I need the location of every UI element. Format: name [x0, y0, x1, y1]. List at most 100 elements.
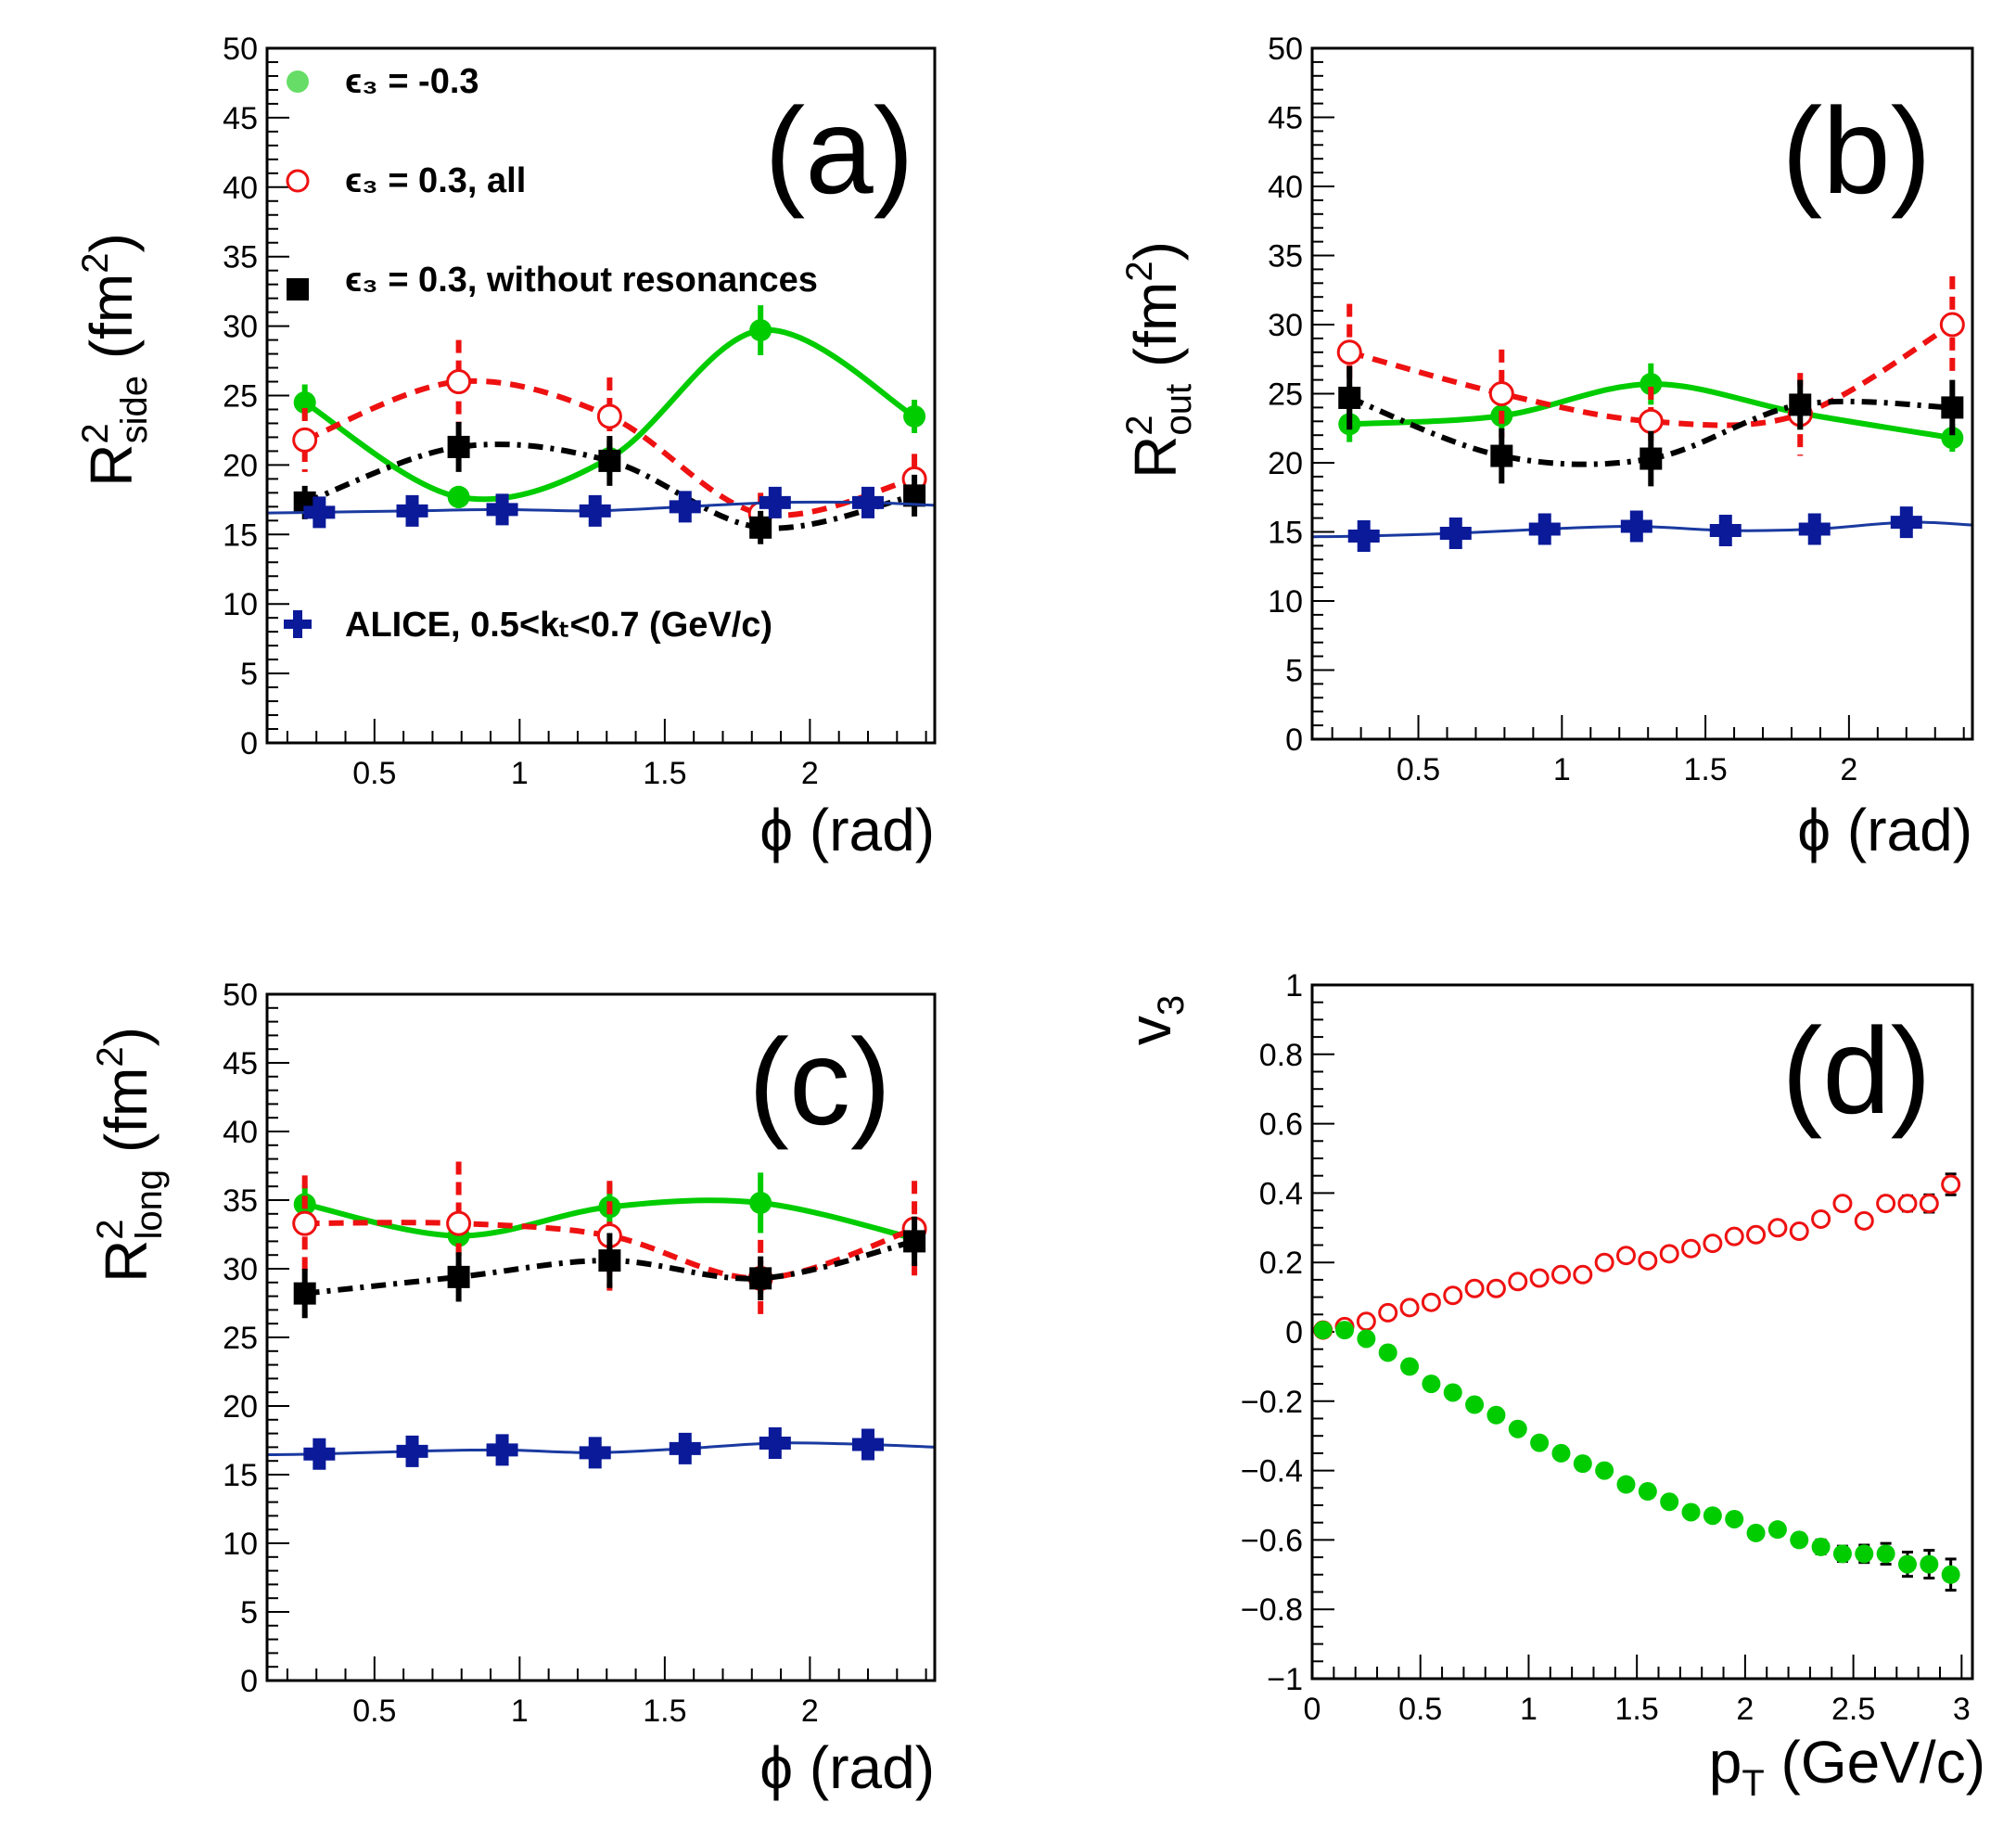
x-tick-label: 2: [1840, 752, 1857, 787]
data-point: [486, 493, 518, 526]
y-tick-label: −0.6: [1241, 1523, 1303, 1558]
legend-red-label: ϵ₃ = 0.3, all: [345, 161, 526, 200]
y-tick-label: 30: [1268, 308, 1303, 343]
y-tick-label: 35: [1268, 239, 1303, 275]
x-tick-label: 2: [1736, 1692, 1754, 1727]
x-tick-label: 1: [1520, 1692, 1538, 1727]
data-point: [1640, 447, 1663, 470]
x-tick-label: 2.5: [1831, 1692, 1875, 1727]
data-point: [1400, 1357, 1420, 1376]
data-point: [1854, 1210, 1874, 1231]
data-point: [669, 491, 701, 523]
data-point: [1443, 1383, 1462, 1402]
panel-c-plot-area: [267, 1161, 935, 1470]
data-point: [598, 1249, 621, 1272]
data-point: [1767, 1520, 1787, 1540]
data-point: [1528, 513, 1561, 545]
y-tick-label: 5: [1285, 654, 1303, 689]
data-point: [1660, 1492, 1679, 1512]
x-tick-label: 1: [511, 1694, 529, 1729]
data-point: [486, 1434, 518, 1466]
data-point: [1530, 1433, 1550, 1452]
y-tick-label: 25: [1268, 377, 1303, 413]
y-tick-label: 0: [1285, 1315, 1303, 1350]
data-point: [1941, 1174, 1961, 1195]
data-point: [1746, 1224, 1767, 1245]
y-tick-label: 20: [223, 448, 258, 483]
panel-c-letter: (c): [748, 1014, 891, 1150]
data-point: [749, 319, 772, 342]
series-blue: [267, 1426, 935, 1470]
series-black: [293, 421, 926, 544]
data-point: [1638, 1482, 1657, 1502]
data-point: [749, 1267, 772, 1290]
panel-d-letter: (d): [1781, 1003, 1931, 1139]
data-point: [293, 390, 316, 414]
data-point: [293, 1282, 316, 1305]
panel-a-frame: [265, 46, 937, 745]
panel-d-ylabel: v3: [1116, 995, 1192, 1045]
panel-c-frame: [265, 992, 937, 1682]
data-point: [1439, 517, 1472, 549]
legend-blue-marker: [284, 610, 312, 638]
legend-blue-label: ALICE, 0.5<kₜ<0.7 (GeV/c): [345, 606, 772, 645]
data-point: [598, 449, 621, 472]
series-blue: [1312, 506, 1972, 552]
data-point: [1336, 339, 1362, 365]
data-point: [447, 1265, 470, 1288]
panel-a-xlabel: ϕ (rad): [759, 797, 935, 863]
data-point: [579, 1437, 611, 1469]
data-point: [1421, 1292, 1441, 1312]
y-tick-label: 10: [1268, 584, 1303, 620]
y-tick-label: −1: [1267, 1662, 1303, 1697]
x-tick-label: 1.5: [643, 1694, 686, 1729]
y-tick-label: 45: [223, 101, 258, 136]
x-tick-label: 1.5: [643, 756, 686, 791]
series-green: [1313, 1321, 1960, 1592]
x-tick-label: 3: [1953, 1692, 1971, 1727]
data-point: [1508, 1272, 1528, 1292]
y-tick-label: 0.4: [1259, 1176, 1303, 1211]
panel-d-frame: [1310, 983, 1974, 1681]
data-point: [1703, 1234, 1723, 1254]
panel-d-xlabel: pT (GeV/c): [1709, 1729, 1985, 1804]
data-point: [396, 494, 428, 527]
data-point: [1939, 312, 1965, 338]
data-point: [1724, 1226, 1744, 1246]
data-point: [1443, 1285, 1463, 1306]
data-point: [1681, 1502, 1701, 1522]
data-point: [1313, 1321, 1333, 1340]
data-point: [1876, 1194, 1896, 1214]
data-point: [1767, 1218, 1788, 1238]
y-tick-label: 25: [223, 1321, 258, 1356]
data-point: [759, 486, 791, 518]
data-point: [1941, 396, 1964, 419]
y-tick-label: 15: [223, 518, 258, 553]
data-point: [1703, 1506, 1722, 1526]
data-point: [1876, 1544, 1895, 1564]
x-tick-label: 0: [1304, 1692, 1321, 1727]
panel-c-xlabel: ϕ (rad): [759, 1734, 935, 1801]
data-point: [1832, 1544, 1852, 1564]
data-point: [1616, 1475, 1636, 1494]
data-point: [1399, 1297, 1420, 1318]
legend-red-marker: [286, 169, 310, 193]
data-point: [1890, 506, 1922, 539]
y-tick-label: 30: [223, 1252, 258, 1287]
y-tick-label: 50: [223, 32, 258, 67]
x-tick-label: 1.5: [1683, 752, 1727, 787]
panel-b-xlabel: ϕ (rad): [1797, 797, 1972, 863]
data-point: [1550, 1264, 1571, 1285]
data-point: [852, 486, 884, 518]
y-tick-label: 40: [223, 171, 258, 206]
y-tick-label: 40: [1268, 170, 1303, 205]
y-tick-label: 0.8: [1259, 1038, 1303, 1073]
data-point: [1919, 1194, 1939, 1214]
data-point: [1811, 1537, 1831, 1556]
data-point: [1855, 1544, 1874, 1564]
data-point: [396, 1435, 428, 1467]
data-point: [1465, 1395, 1485, 1414]
panel-b-letter: (b): [1781, 83, 1931, 219]
y-tick-label: 15: [223, 1458, 258, 1493]
